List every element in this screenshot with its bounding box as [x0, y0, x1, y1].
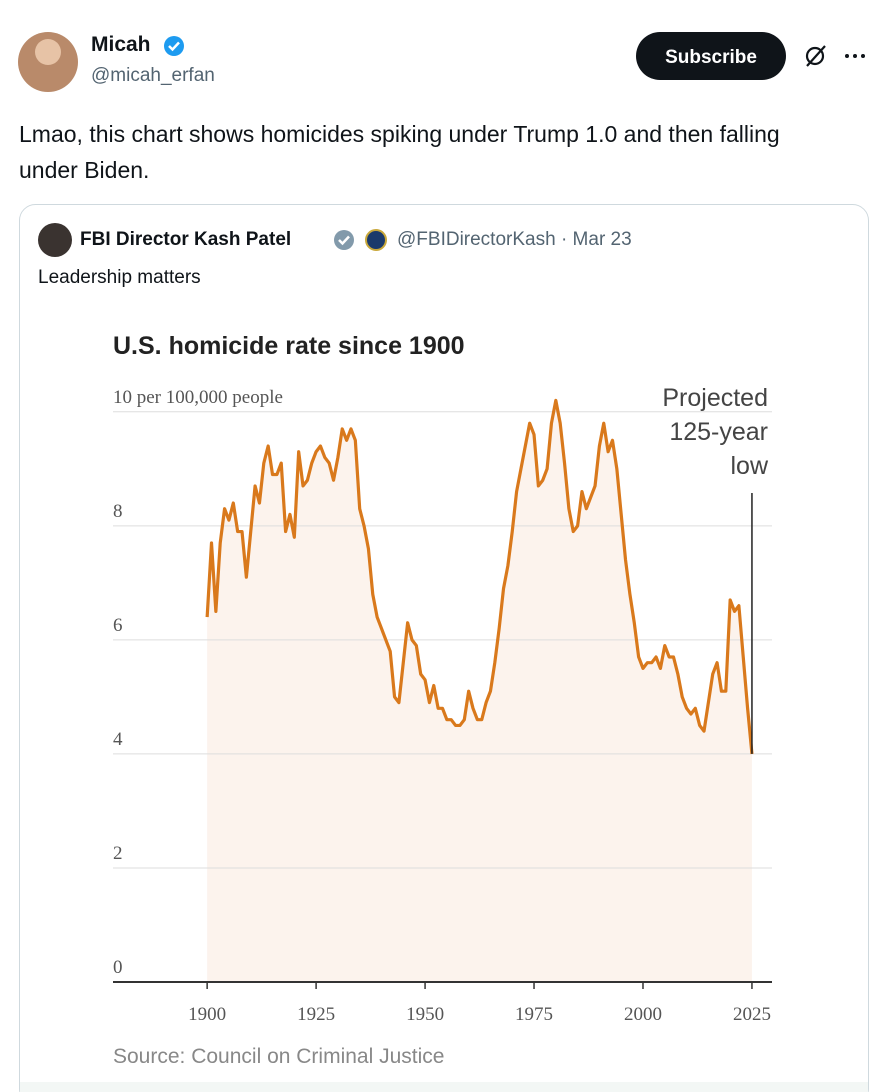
badge-check	[168, 41, 180, 52]
badge-check	[338, 235, 350, 246]
annotation-text: 125-year	[669, 418, 768, 446]
x-tick-label: 1900	[188, 1004, 226, 1025]
quote-author[interactable]: FBI Director Kash Patel	[80, 229, 292, 250]
y-tick-label: 0	[113, 957, 123, 978]
subscribe-label: Subscribe	[665, 47, 757, 68]
grok-icon[interactable]	[805, 46, 825, 66]
chart-source: Source: Council on Criminal Justice	[113, 1045, 444, 1068]
author-name[interactable]: Micah	[91, 33, 151, 56]
annotation-text: Projected	[662, 384, 768, 412]
x-tick-label: 2000	[624, 1004, 662, 1025]
y-tick-label: 8	[113, 501, 123, 522]
org-badge	[365, 229, 387, 251]
grok-icon-slash	[806, 45, 826, 67]
y-tick-label: 6	[113, 615, 123, 636]
x-tick-label: 1925	[297, 1004, 335, 1025]
area-fill	[207, 400, 752, 983]
y-tick-label: 2	[113, 843, 123, 864]
quote-text: Leadership matters	[38, 267, 201, 288]
x-tick-label: 1950	[406, 1004, 444, 1025]
more-icon[interactable]	[845, 54, 865, 58]
quote-handle-date[interactable]: @FBIDirectorKash · Mar 23	[397, 229, 632, 250]
x-tick-label: 1975	[515, 1004, 553, 1025]
verified-badge	[164, 36, 184, 56]
author-handle[interactable]: @micah_erfan	[91, 65, 215, 86]
annotation-text: low	[730, 452, 768, 480]
tweet-text: Lmao, this chart shows homicides spiking…	[19, 121, 780, 183]
avatar-face	[35, 39, 61, 65]
data-line	[205, 398, 754, 755]
y-tick-label: 10 per 100,000 people	[113, 387, 283, 408]
quote-avatar[interactable]	[38, 223, 72, 257]
x-tick-label: 2025	[733, 1004, 771, 1025]
verified-badge-gray	[334, 230, 354, 250]
chart-title: U.S. homicide rate since 1900	[113, 332, 465, 360]
y-tick-label: 4	[113, 729, 123, 750]
card-footer	[20, 1082, 868, 1092]
subscribe-button[interactable]	[636, 32, 786, 80]
